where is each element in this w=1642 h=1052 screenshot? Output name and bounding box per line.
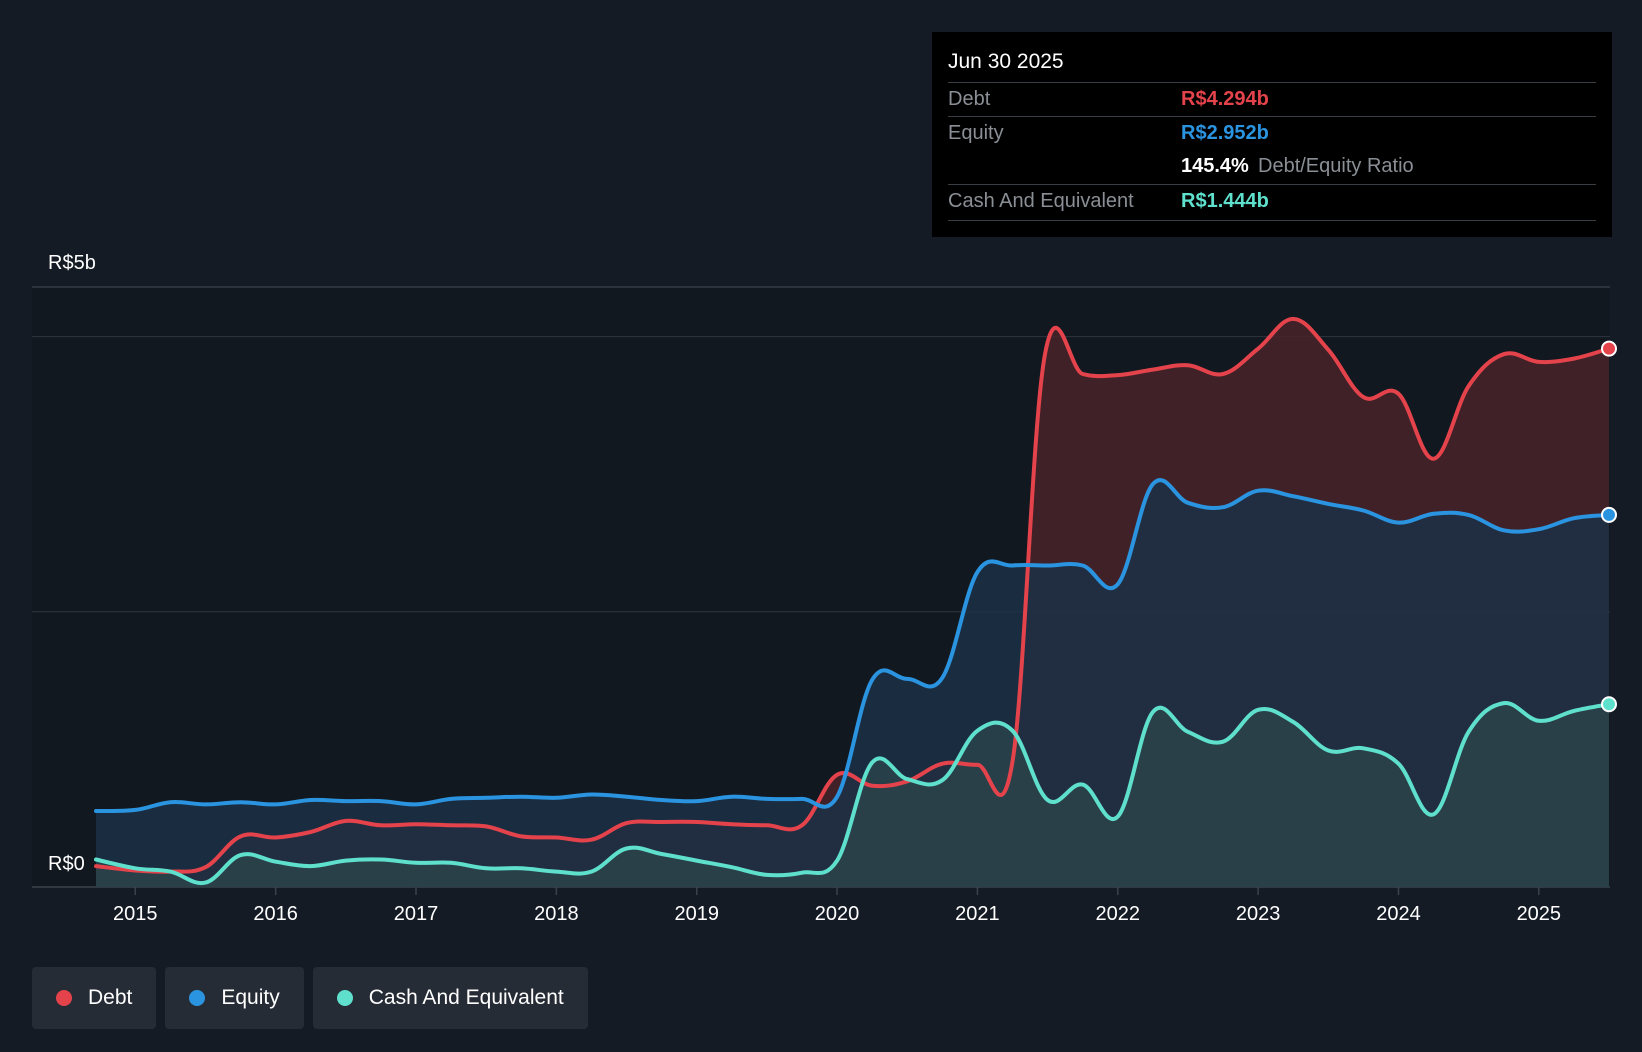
x-tick-label: 2016 — [253, 903, 298, 925]
legend: Debt Equity Cash And Equivalent — [32, 967, 588, 1029]
x-tick-label: 2023 — [1236, 903, 1281, 925]
tooltip-debt-value: R$4.294b — [1181, 88, 1269, 110]
debt-line — [94, 316, 1611, 874]
tooltip-equity-value: R$2.952b — [1181, 122, 1269, 144]
y-axis-bottom-label: R$0 — [48, 853, 85, 875]
legend-item-equity[interactable]: Equity — [165, 967, 304, 1029]
tooltip-ratio-label: Debt/Equity Ratio — [1258, 155, 1414, 177]
legend-label-debt: Debt — [88, 986, 133, 1009]
debt-endpoint — [1601, 340, 1617, 357]
x-tick-label: 2022 — [1096, 903, 1141, 925]
legend-label-cash: Cash And Equivalent — [368, 986, 564, 1009]
cash-area — [96, 702, 1609, 887]
series-lines — [94, 316, 1611, 886]
tooltip-debt-label: Debt — [948, 88, 991, 110]
equity-dot-icon — [189, 990, 206, 1006]
debt-dot-icon — [56, 990, 72, 1006]
x-tick-label: 2017 — [394, 903, 439, 925]
series-areas — [96, 318, 1609, 887]
tooltip-date: Jun 30 2025 — [948, 50, 1064, 73]
equity-line — [94, 478, 1611, 813]
tooltip-cash-value: R$1.444b — [1181, 190, 1269, 212]
legend-item-debt[interactable]: Debt — [32, 967, 157, 1029]
tooltip-ratio-value: 145.4% — [1181, 155, 1249, 177]
x-tick-label: 2021 — [955, 903, 1000, 925]
legend-item-cash[interactable]: Cash And Equivalent — [312, 967, 588, 1029]
cash-line — [94, 701, 1611, 886]
tooltip-cash-row: Cash And Equivalent R$1.444b — [948, 184, 1596, 218]
series-endpoints — [1601, 340, 1617, 713]
equity-endpoint — [1601, 506, 1617, 523]
x-tick-label: 2024 — [1376, 903, 1421, 925]
tooltip-divider — [948, 220, 1596, 221]
tooltip-equity-row: Equity R$2.952b — [948, 116, 1596, 150]
tooltip-ratio-row: 145.4% Debt/Equity Ratio — [948, 150, 1596, 183]
x-tick-label: 2019 — [674, 903, 719, 925]
x-tick-label: 2015 — [113, 903, 158, 925]
y-axis-top-label: R$5b — [48, 252, 96, 274]
legend-label-equity: Equity — [221, 986, 280, 1009]
tooltip-cash-label: Cash And Equivalent — [948, 190, 1134, 212]
cash-endpoint — [1601, 696, 1617, 713]
x-axis-ticks: 2015 2016 2017 2018 2019 2020 2021 2022 2023 2024… — [113, 887, 1561, 925]
x-tick-label: 2025 — [1517, 903, 1562, 925]
cash-dot-icon — [336, 990, 353, 1006]
x-tick-label: 2020 — [815, 903, 860, 925]
x-tick-label: 2018 — [534, 903, 579, 925]
tooltip-debt-row: Debt R$4.294b — [948, 82, 1596, 116]
tooltip-equity-label: Equity — [948, 122, 1004, 144]
tooltip-panel: Jun 30 2025 Debt R$4.294b Equity R$2.952… — [932, 32, 1612, 237]
